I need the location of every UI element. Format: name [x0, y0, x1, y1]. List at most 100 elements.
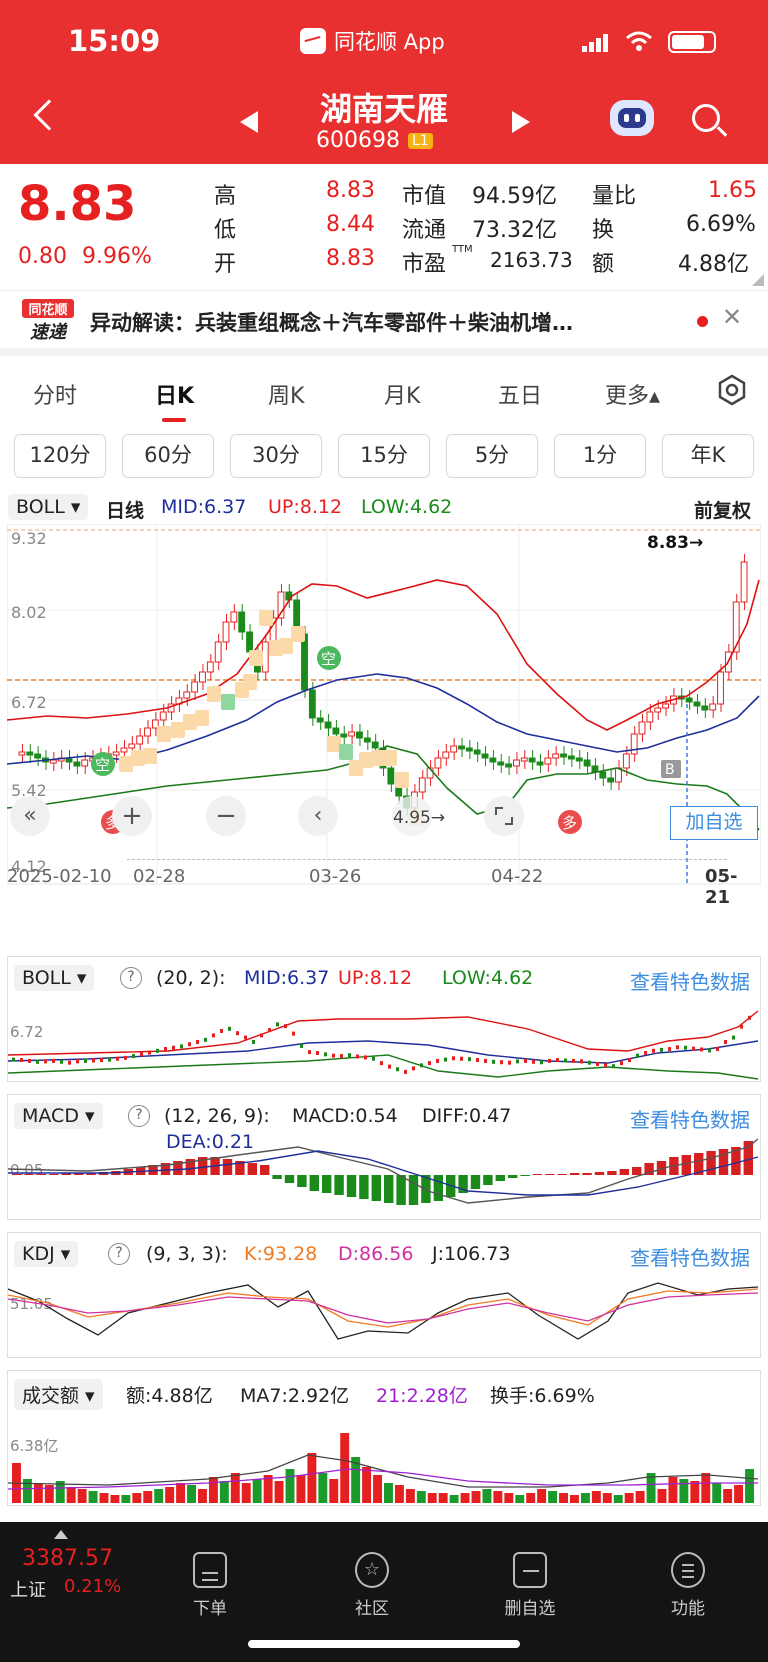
boll-mini-candle [748, 1015, 751, 1020]
boll-help-icon[interactable]: ? [120, 967, 142, 989]
kdj-panel-svg: 51.05 [8, 1282, 759, 1340]
macd-bar [173, 1161, 183, 1175]
volume-bar [613, 1495, 623, 1503]
boll-mini-candle [564, 1058, 567, 1063]
app-name-pill: 同花顺 App [300, 26, 445, 56]
btn-120min[interactable]: 120分 [14, 434, 106, 478]
volume-bar [384, 1483, 393, 1503]
volume-bar [734, 1485, 744, 1503]
search-icon[interactable] [692, 104, 728, 137]
kline-candle [238, 611, 246, 633]
price-change: 0.80 [18, 244, 67, 269]
boll-mini-candle [692, 1046, 695, 1051]
tab-more[interactable]: 更多▴ [605, 384, 661, 409]
volume-bar [471, 1491, 481, 1503]
zoom-in-button[interactable]: + [112, 796, 152, 836]
expand-corner-icon[interactable] [752, 274, 764, 286]
nine-turn-tag [359, 752, 373, 768]
volume-bar [394, 1485, 404, 1503]
kline-candle [308, 689, 316, 719]
kdj-help-icon[interactable]: ? [108, 1243, 130, 1265]
svg-text:空: 空 [95, 756, 110, 774]
boll-mini-candle [308, 1050, 311, 1055]
nav-remove-watchlist[interactable]: 删自选 [480, 1552, 580, 1619]
kline-candle [144, 727, 151, 737]
kline-candle [740, 561, 748, 603]
boll-dropdown[interactable]: BOLL ▾ [14, 965, 95, 991]
boll-panel: BOLL ▾ ? (20, 2): MID:6.37 UP:8.12 LOW:4… [7, 956, 761, 1082]
boll-low: LOW:4.62 [361, 496, 453, 518]
boll-mini-candle [516, 1059, 519, 1064]
tab-week-k[interactable]: 周K [268, 384, 305, 409]
boll-mid: MID:6.37 [161, 496, 247, 518]
boll-mini-candle [436, 1058, 439, 1063]
macd-bar [371, 1175, 381, 1201]
macd-bar [532, 1174, 543, 1175]
boll-mini-candle [668, 1047, 671, 1052]
index-value[interactable]: 3387.57 [22, 1546, 113, 1571]
news-logo: 同花顺 速递 [22, 299, 74, 345]
volume-ma7: MA7:2.92亿 [240, 1385, 350, 1407]
tab-month-k[interactable]: 月K [384, 384, 421, 409]
tab-day-k[interactable]: 日K [155, 384, 195, 409]
tab-five-day[interactable]: 五日 [498, 384, 543, 409]
kline-candle [654, 707, 662, 713]
kdj-feature-link[interactable]: 查看特色数据 [630, 1246, 750, 1270]
nine-turn-tag [131, 750, 145, 766]
kline-candle [434, 757, 442, 769]
next-candle-button[interactable] [392, 796, 432, 836]
settings-hexagon-icon[interactable] [716, 374, 748, 410]
kdj-dropdown[interactable]: KDJ ▾ [14, 1241, 79, 1267]
macd-help-icon[interactable]: ? [128, 1105, 150, 1127]
signal-duo-2: 多 [558, 810, 582, 834]
signal-icon [582, 32, 610, 52]
prev-candle-button[interactable]: ‹ [298, 796, 338, 836]
boll-feature-link[interactable]: 查看特色数据 [630, 970, 750, 994]
adjust-label[interactable]: 前复权 [694, 500, 752, 522]
nav-order[interactable]: 下单 [160, 1552, 260, 1619]
stock-name: 湖南天雁 [319, 90, 448, 128]
btn-5min[interactable]: 5分 [446, 434, 538, 478]
close-icon[interactable]: ✕ [722, 303, 743, 331]
next-stock-button[interactable] [512, 111, 530, 133]
macd-dropdown[interactable]: MACD ▾ [14, 1103, 103, 1129]
y-label-2: 8.02 [11, 603, 47, 622]
volume-ratio-label: 量比 [592, 184, 637, 209]
nav-functions[interactable]: 功能 [638, 1552, 738, 1619]
news-dot [697, 316, 708, 327]
kline-svg[interactable]: 9.32 8.02 6.72 5.42 4.12 8.83→ 空 空 多 多 B [7, 524, 761, 894]
boll-lower-line [7, 745, 760, 831]
news-banner[interactable]: 同花顺 速递 异动解读：兵装重组概念＋汽车零部件＋柴油机增… ✕ [0, 290, 768, 356]
btn-year-k[interactable]: 年K [662, 434, 754, 478]
scroll-left-button[interactable]: « [10, 796, 50, 836]
nav-community[interactable]: ☆ 社区 [322, 1552, 422, 1619]
btn-1min[interactable]: 1分 [554, 434, 646, 478]
btn-15min[interactable]: 15分 [338, 434, 430, 478]
boll-mini-candle [220, 1029, 223, 1033]
macd-bar [408, 1175, 419, 1205]
volume-bar [77, 1489, 87, 1503]
boll-mini-candle [68, 1060, 71, 1065]
boll-params: (20, 2): [156, 967, 226, 989]
macd-bar [681, 1155, 691, 1175]
btn-60min[interactable]: 60分 [122, 434, 214, 478]
kline-candle [662, 703, 670, 709]
add-watchlist-button[interactable]: 加自选 [670, 806, 758, 840]
boll-mini-candle [292, 1031, 295, 1036]
fullscreen-button[interactable] [484, 796, 524, 836]
volume-dropdown[interactable]: 成交额 ▾ [14, 1379, 103, 1410]
robot-assistant-icon[interactable] [610, 100, 654, 136]
turnover-value: 6.69% [686, 212, 756, 237]
indicator-dropdown[interactable]: BOLL ▾ [8, 494, 89, 520]
tab-fenshi[interactable]: 分时 [33, 384, 78, 409]
kline-candle [630, 733, 638, 755]
macd-bar [247, 1163, 257, 1175]
zoom-out-button[interactable]: − [206, 796, 246, 836]
y-label-bottom: 4.12 [11, 857, 47, 876]
volume-bar [427, 1493, 437, 1503]
boll-mini-candle [660, 1047, 663, 1052]
macd-feature-link[interactable]: 查看特色数据 [630, 1108, 750, 1132]
prev-stock-button[interactable] [240, 111, 258, 133]
volume-bar [570, 1495, 579, 1503]
btn-30min[interactable]: 30分 [230, 434, 322, 478]
